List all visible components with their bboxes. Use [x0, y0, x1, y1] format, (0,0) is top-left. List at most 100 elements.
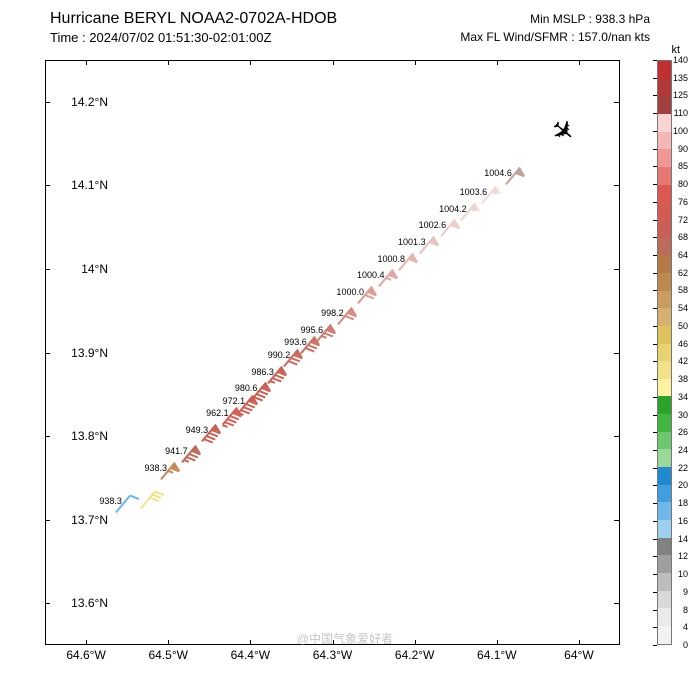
xtick-mark	[497, 60, 498, 65]
pressure-label: 941.7	[165, 446, 188, 456]
colorbar-label: 9	[672, 587, 688, 597]
colorbar-label: 34	[672, 392, 688, 402]
colorbar-tick	[653, 113, 657, 114]
xtick-label: 64°W	[564, 648, 593, 662]
colorbar-label: 54	[672, 303, 688, 313]
colorbar-tick	[653, 326, 657, 327]
colorbar-segment	[658, 396, 671, 414]
colorbar-segment	[658, 326, 671, 344]
colorbar-label: 26	[672, 427, 688, 437]
colorbar-tick	[653, 95, 657, 96]
colorbar-label: 14	[672, 534, 688, 544]
colorbar-segment	[658, 61, 671, 79]
pressure-label: 1000.8	[378, 254, 406, 264]
pressure-label: 1001.3	[398, 237, 426, 247]
colorbar-tick	[653, 308, 657, 309]
xtick-mark	[333, 60, 334, 65]
colorbar-tick	[653, 255, 657, 256]
ytick-mark	[614, 436, 619, 437]
pressure-label: 1004.6	[484, 168, 512, 178]
colorbar-tick	[653, 290, 657, 291]
xtick-mark	[333, 640, 334, 645]
colorbar-label: 8	[672, 605, 688, 615]
colorbar-label: 125	[672, 90, 688, 100]
xtick-label: 64.1°W	[477, 648, 516, 662]
colorbar-tick	[653, 521, 657, 522]
colorbar-label: 16	[672, 516, 688, 526]
colorbar-label: 10	[672, 569, 688, 579]
colorbar-label: 24	[672, 445, 688, 455]
ytick-mark	[614, 102, 619, 103]
xtick-mark	[168, 60, 169, 65]
colorbar-label: 46	[672, 339, 688, 349]
colorbar-segment	[658, 132, 671, 150]
pressure-label: 1000.4	[357, 270, 385, 280]
xtick-mark	[250, 60, 251, 65]
pressure-label: 962.1	[206, 408, 229, 418]
colorbar-label: 85	[672, 161, 688, 171]
colorbar-label: 140	[672, 55, 688, 65]
xtick-label: 64.2°W	[395, 648, 434, 662]
colorbar-tick	[653, 237, 657, 238]
xtick-mark	[168, 640, 169, 645]
ytick-mark	[45, 436, 50, 437]
colorbar-label: 30	[672, 410, 688, 420]
ytick-label: 13.7°N	[68, 513, 108, 527]
xtick-mark	[579, 640, 580, 645]
colorbar-tick	[653, 273, 657, 274]
colorbar-label: 38	[672, 374, 688, 384]
ytick-mark	[614, 185, 619, 186]
colorbar-tick	[653, 574, 657, 575]
colorbar-tick	[653, 627, 657, 628]
colorbar-tick	[653, 556, 657, 557]
ytick-label: 14°N	[68, 262, 108, 276]
colorbar-tick	[653, 131, 657, 132]
pressure-label: 995.6	[301, 325, 324, 335]
colorbar-segment	[658, 591, 671, 609]
colorbar-label: 22	[672, 463, 688, 473]
pressure-label: 938.3	[99, 496, 122, 506]
xtick-mark	[415, 640, 416, 645]
ytick-label: 13.9°N	[68, 346, 108, 360]
xtick-label: 64.3°W	[313, 648, 352, 662]
colorbar-label: 20	[672, 480, 688, 490]
colorbar-segment	[658, 555, 671, 573]
colorbar-label: 0	[672, 640, 688, 650]
ytick-label: 14.1°N	[68, 178, 108, 192]
colorbar-label: 18	[672, 498, 688, 508]
ytick-mark	[614, 353, 619, 354]
colorbar-segment	[658, 149, 671, 167]
pressure-label: 993.6	[284, 337, 307, 347]
colorbar-segment	[658, 238, 671, 256]
colorbar-segment	[658, 96, 671, 114]
colorbar-tick	[653, 60, 657, 61]
colorbar-tick	[653, 645, 657, 646]
colorbar-segment	[658, 255, 671, 273]
colorbar-tick	[653, 202, 657, 203]
time-value: 2024/07/02 01:51:30-02:01:00Z	[89, 30, 271, 45]
colorbar-label: 76	[672, 197, 688, 207]
xtick-label: 64.4°W	[231, 648, 270, 662]
ytick-label: 13.6°N	[68, 596, 108, 610]
ytick-label: 13.8°N	[68, 429, 108, 443]
colorbar-segment	[658, 361, 671, 379]
pressure-label: 986.3	[251, 367, 274, 377]
xtick-mark	[579, 60, 580, 65]
ytick-mark	[45, 353, 50, 354]
colorbar-tick	[653, 78, 657, 79]
colorbar-tick	[653, 220, 657, 221]
colorbar-tick	[653, 379, 657, 380]
ytick-label: 14.2°N	[68, 95, 108, 109]
pressure-label: 990.2	[268, 350, 291, 360]
colorbar-tick	[653, 485, 657, 486]
pressure-label: 1004.2	[439, 204, 467, 214]
xtick-mark	[250, 640, 251, 645]
colorbar-label: 135	[672, 73, 688, 83]
ytick-mark	[45, 520, 50, 521]
xtick-mark	[497, 640, 498, 645]
colorbar-label: 12	[672, 551, 688, 561]
pressure-label: 949.3	[186, 425, 209, 435]
xtick-label: 64.6°W	[66, 648, 105, 662]
ytick-mark	[614, 520, 619, 521]
pressure-label: 1000.0	[336, 287, 364, 297]
